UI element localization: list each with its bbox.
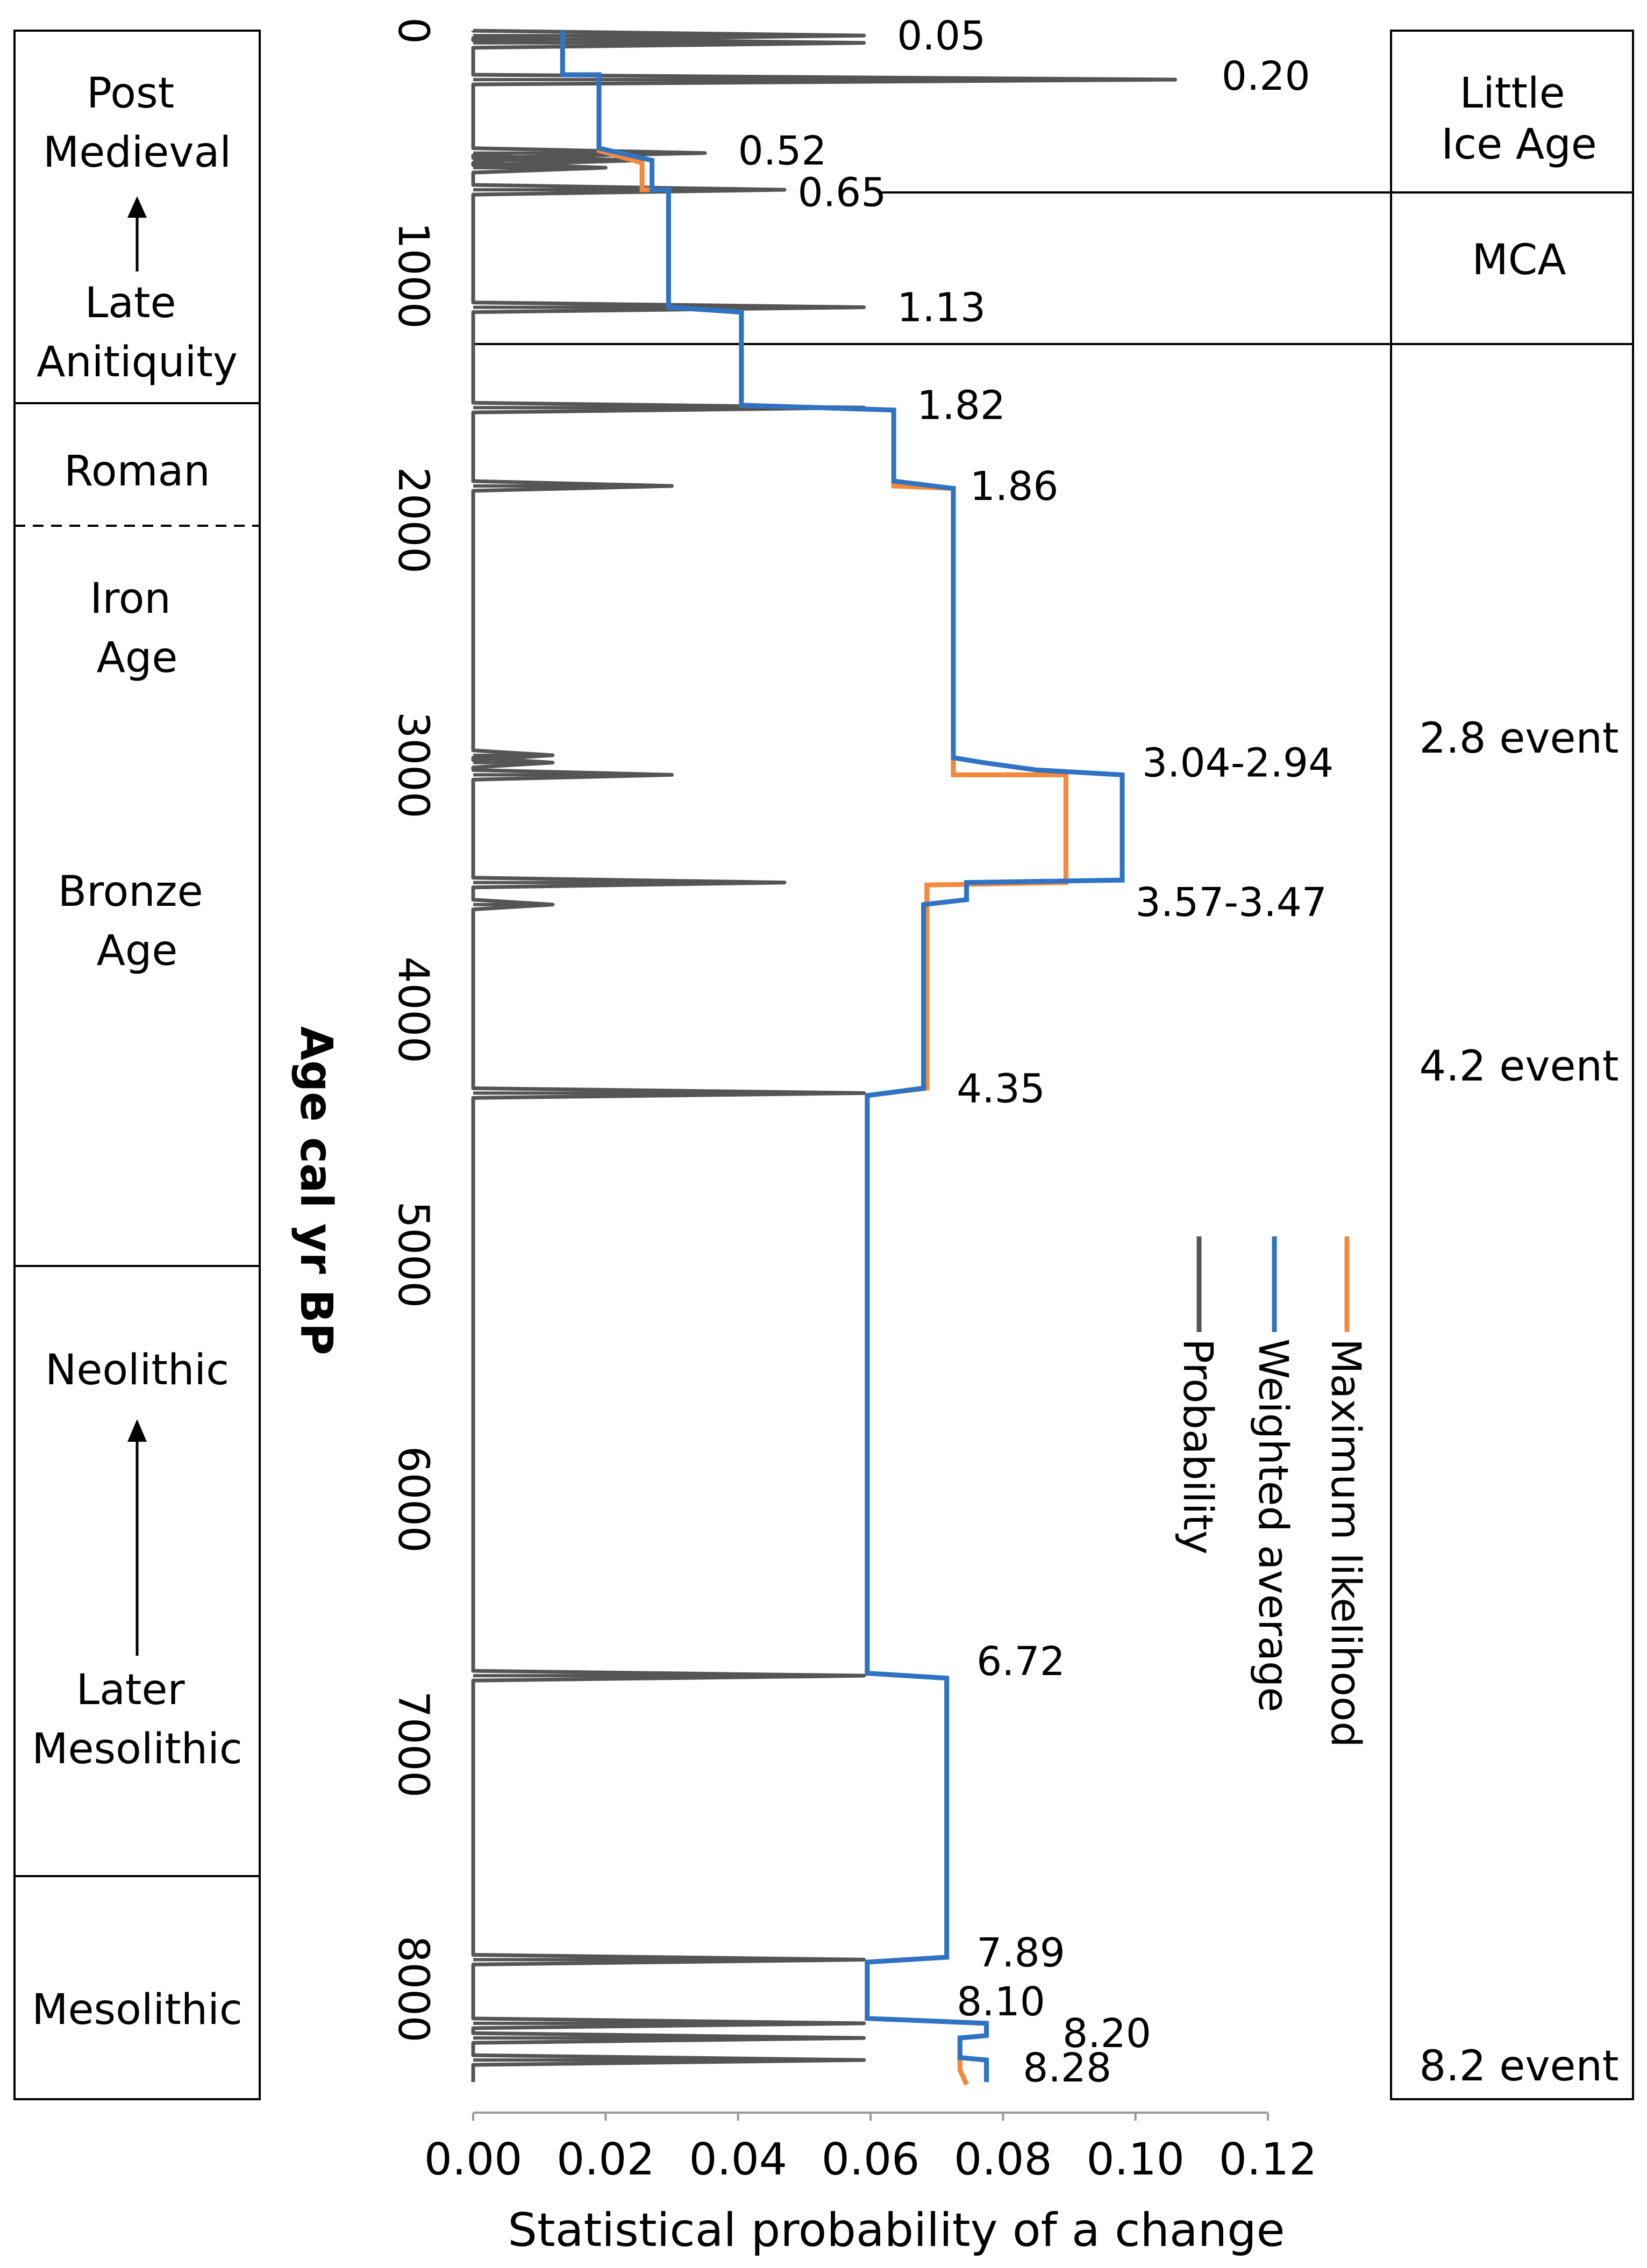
probability-series [471, 28, 1178, 2083]
data-label: 1.82 [917, 383, 1006, 429]
period-later-mesolithic: Later Mesolithic [32, 1666, 243, 1773]
climate-column: Little Ice Age MCA 2.8 event 4.2 event 8… [473, 30, 1634, 2100]
data-label: 0.52 [738, 128, 827, 174]
y-axis-label: Age cal yr BP [290, 1026, 341, 1355]
period-post-medieval: Post Medieval [43, 69, 231, 177]
x-axis-ticks: 0.00 0.02 0.04 0.06 0.08 0.10 0.12 [424, 2113, 1317, 2185]
event-little-ice-age: Little Ice Age [1441, 69, 1597, 169]
y-tick-label: 5000 [389, 1201, 437, 1308]
data-label: 7.89 [976, 1930, 1065, 1976]
data-label: 3.04-2.94 [1142, 740, 1334, 786]
series-lines [560, 31, 1125, 2086]
data-label: 8.10 [957, 1979, 1045, 2025]
weighted-average-line [560, 31, 1125, 2083]
x-tick-label: 0.00 [424, 2134, 523, 2185]
x-tick-label: 0.04 [689, 2134, 787, 2185]
data-label: 3.57-3.47 [1136, 879, 1327, 926]
arrow-up-icon [127, 1419, 147, 1656]
probability-line [471, 28, 1178, 2083]
y-tick-label: 6000 [389, 1446, 437, 1553]
period-roman: Roman [64, 447, 210, 496]
legend-label: Maximum likelihood [1322, 1339, 1370, 1748]
event-2-8: 2.8 event [1420, 714, 1619, 763]
data-label: 1.13 [897, 285, 986, 331]
event-mca: MCA [1472, 236, 1566, 284]
period-neolithic: Neolithic [45, 1346, 229, 1394]
period-bronze-age: Bronze Age [58, 868, 217, 975]
y-tick-label: 0 [389, 17, 437, 44]
x-tick-label: 0.12 [1219, 2134, 1317, 2185]
period-column: Post Medieval Late Anitiquity Roman Iron… [13, 30, 261, 2100]
legend: Maximum likelihood Weighted average Probab… [1174, 1236, 1370, 1748]
y-tick-label: 8000 [389, 1936, 437, 2043]
data-label: 6.72 [976, 1639, 1065, 1685]
legend-label: Weighted average [1250, 1339, 1297, 1712]
x-tick-label: 0.02 [557, 2134, 655, 2185]
y-tick-label: 2000 [389, 467, 437, 574]
data-label: 0.20 [1222, 53, 1310, 99]
legend-label: Probability [1174, 1339, 1222, 1555]
data-label: 4.35 [957, 1065, 1045, 1112]
y-tick-label: 7000 [389, 1691, 437, 1798]
x-tick-label: 0.10 [1086, 2134, 1185, 2185]
period-iron-age: Iron Age [90, 575, 184, 682]
climate-column-frame [1390, 30, 1634, 2100]
data-label: 8.28 [1023, 2045, 1111, 2091]
x-tick-label: 0.06 [822, 2134, 920, 2185]
x-tick-label: 0.08 [954, 2134, 1052, 2185]
y-axis-ticks: 0 1000 2000 3000 4000 5000 6000 7000 8000 [389, 17, 437, 2042]
data-labels: 0.05 0.20 0.520.65 1.13 1.82 1.86 3.04-2.94 3.5… [738, 13, 1334, 2091]
x-axis-label: Statistical probability of a change [508, 2203, 1285, 2257]
y-tick-label: 3000 [389, 712, 437, 819]
period-late-antiquity: Late Anitiquity [37, 279, 238, 387]
data-label: 0.65 [798, 170, 887, 216]
maximum-likelihood-line [560, 31, 1068, 2086]
period-mesolithic: Mesolithic [32, 1986, 243, 2034]
data-label: 8.20 [1063, 2011, 1151, 2057]
y-tick-label: 1000 [389, 222, 437, 329]
data-label: 1.86 [970, 463, 1059, 510]
period-column-frame [13, 30, 261, 2100]
y-tick-label: 4000 [389, 956, 437, 1063]
event-8-2: 8.2 event [1420, 2042, 1619, 2091]
arrow-up-icon [127, 196, 147, 271]
data-label: 0.05 [897, 13, 986, 59]
event-4-2: 4.2 event [1420, 1042, 1619, 1091]
